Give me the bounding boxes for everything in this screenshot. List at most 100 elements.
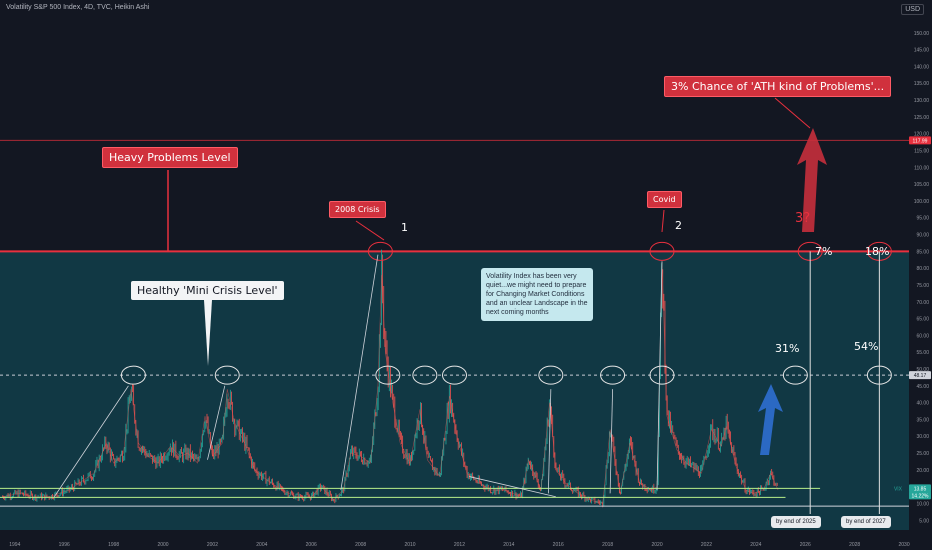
chart-drawings [0, 97, 909, 514]
x-axis-ticks: 1994 1996 1998 2000 2002 2004 2006 2008 2010 2012… [9, 542, 910, 548]
y-tick-label: 55.00 [916, 350, 929, 356]
x-tick-label: 2014 [503, 542, 514, 548]
volatility-note[interactable]: Volatility Index has been very quiet...w… [481, 268, 593, 321]
trend-line [656, 261, 663, 491]
x-tick-label: 1994 [9, 542, 20, 548]
trend-line [54, 385, 129, 497]
trend-line [469, 476, 556, 498]
marker-circle [538, 365, 564, 385]
currency-button[interactable]: USD [901, 4, 924, 15]
blue-up-arrow [758, 384, 783, 455]
y-tick-label: 95.00 [916, 216, 929, 222]
price-label-high-bg [909, 136, 931, 145]
prob-31-label: 31% [775, 342, 800, 355]
y-tick-label: 65.00 [916, 317, 929, 323]
marker-3-question: 3? [795, 211, 811, 226]
x-tick-label: 2028 [849, 542, 860, 548]
y-tick-label: 85.00 [916, 249, 929, 255]
y-tick-label: 60.00 [916, 333, 929, 339]
x-tick-label: 2022 [701, 542, 712, 548]
x-tick-label: 2018 [602, 542, 613, 548]
trend-line [609, 389, 613, 494]
y-tick-label: 20.00 [916, 468, 929, 474]
healthy-level-callout[interactable]: Healthy 'Mini Crisis Level' [131, 281, 284, 300]
x-tick-label: 2016 [553, 542, 564, 548]
chart-title: Volatility S&P 500 Index, 4D, TVC, Heiki… [6, 4, 150, 11]
x-tick-label: 2000 [157, 542, 168, 548]
prob-18-label: 18% [865, 245, 890, 258]
chance-callout[interactable]: 3% Chance of 'ATH kind of Problems'... [664, 76, 892, 97]
trend-line [207, 385, 226, 460]
y-tick-label: 45.00 [916, 384, 929, 390]
marker-circle [649, 241, 675, 261]
price-label-last-bg [909, 484, 931, 493]
marker-circle [649, 365, 675, 385]
y-tick-label: 40.00 [916, 401, 929, 407]
y-tick-label: 10.00 [916, 501, 929, 507]
y-tick-label: 140.00 [914, 64, 930, 70]
x-tick-label: 2012 [454, 542, 465, 548]
y-tick-label: 25.00 [916, 451, 929, 457]
healthy-pointer [204, 300, 212, 366]
y-tick-label: 115.00 [914, 148, 929, 154]
end-2027-label: by end of 2027 [841, 516, 891, 528]
price-label-high: 117.99 [913, 138, 928, 144]
marker-circle [600, 365, 626, 385]
x-tick-label: 2004 [256, 542, 267, 548]
price-label-last: 13.85 [914, 486, 927, 492]
marker-1: 1 [401, 221, 408, 234]
y-tick-label: 70.00 [916, 300, 929, 306]
marker-circle [412, 365, 438, 385]
price-label-mid: 48.17 [914, 373, 927, 379]
x-tick-label: 2010 [404, 542, 415, 548]
crisis-2008-callout[interactable]: 2008 Crisis [329, 201, 386, 218]
marker-2: 2 [675, 219, 682, 232]
x-tick-label: 1998 [108, 542, 119, 548]
price-label-pct: 14.22% [912, 493, 930, 499]
trend-line [547, 389, 552, 494]
y-tick-label: 120.00 [914, 132, 930, 138]
marker-circle [120, 365, 146, 385]
chance-pointer [774, 97, 811, 129]
y-tick-label: 80.00 [916, 266, 929, 272]
x-tick-label: 2008 [355, 542, 366, 548]
y-tick-label: 150.00 [914, 31, 930, 37]
y-tick-label: 90.00 [916, 233, 929, 239]
marker-circle [782, 365, 808, 385]
level-lines [0, 139, 909, 376]
prob-7-label: 7% [815, 245, 833, 258]
x-tick-label: 2026 [800, 542, 811, 548]
x-tick-label: 2006 [306, 542, 317, 548]
covid-pointer [661, 209, 665, 233]
red-up-arrow [797, 128, 827, 232]
marker-circle [442, 365, 467, 385]
y-tick-label: 135.00 [914, 81, 930, 87]
y-tick-label: 130.00 [914, 98, 930, 104]
x-tick-label: 2024 [750, 542, 761, 548]
price-label-pct-bg [909, 491, 931, 500]
marker-circle [214, 365, 240, 385]
crisis-pointer [355, 220, 385, 241]
y-tick-label: 105.00 [914, 182, 930, 188]
prob-54-label: 54% [854, 340, 879, 353]
trend-line [340, 254, 379, 491]
y-tick-label: 110.00 [914, 165, 929, 171]
x-tick-label: 2002 [207, 542, 218, 548]
covid-callout[interactable]: Covid [647, 191, 682, 208]
price-label-mid-bg [909, 371, 931, 380]
x-tick-label: 2030 [898, 542, 909, 548]
y-tick-label: 30.00 [916, 434, 929, 440]
x-tick-label: 2020 [651, 542, 662, 548]
y-tick-label: 35.00 [916, 417, 929, 423]
marker-circle [375, 365, 401, 385]
y-tick-label: 100.00 [914, 199, 930, 205]
symbol-label: VIX [894, 486, 903, 492]
y-tick-label: 125.00 [914, 115, 930, 121]
x-tick-label: 1996 [59, 542, 70, 548]
heavy-problems-callout[interactable]: Heavy Problems Level [102, 147, 238, 168]
y-tick-label: 5.00 [919, 518, 929, 524]
y-tick-label: 75.00 [916, 283, 929, 289]
y-tick-label: 145.00 [914, 48, 930, 54]
end-2025-label: by end of 2025 [771, 516, 821, 528]
